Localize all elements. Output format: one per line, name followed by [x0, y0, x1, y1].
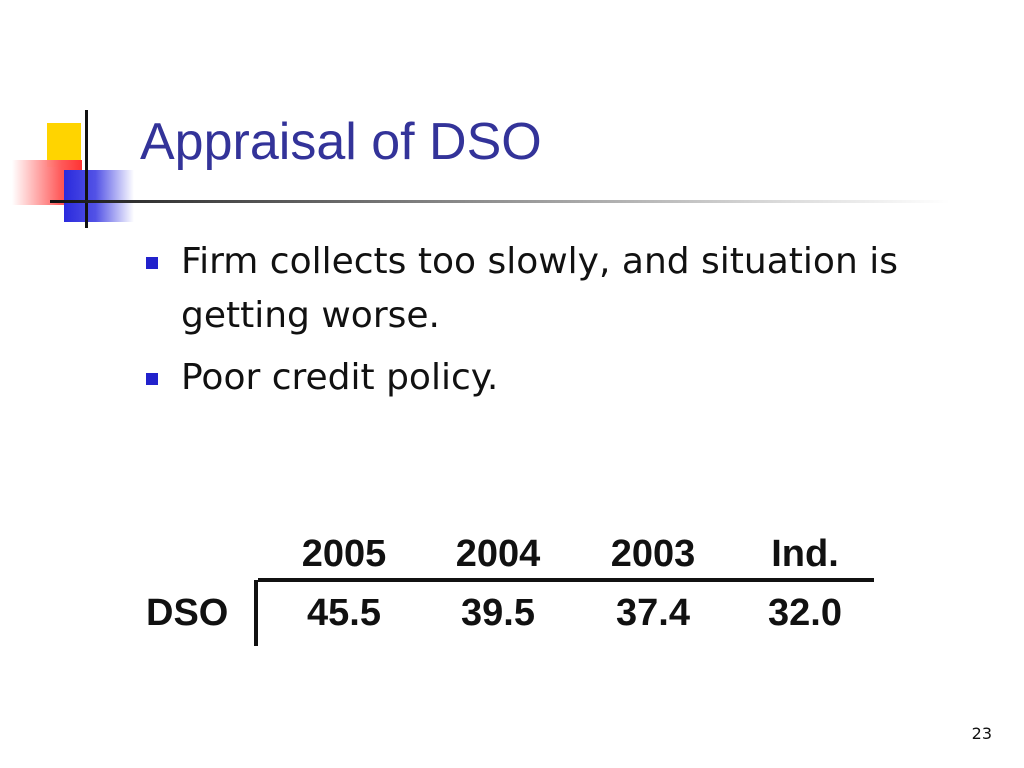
table-cell: 45.5 [307, 592, 381, 634]
table-header-rule [258, 578, 874, 582]
slide-number: 23 [971, 724, 992, 743]
table-header-cell: Ind. [771, 533, 839, 575]
slide-logo-decoration [0, 0, 140, 240]
bullet-item: Firm collects too slowly, and situation … [140, 235, 1000, 343]
bullet-square-icon [146, 373, 158, 385]
logo-vertical-line [85, 110, 88, 228]
bullet-list: Firm collects too slowly, and situation … [140, 235, 1000, 413]
bullet-square-icon [146, 257, 158, 269]
table-cell: 37.4 [616, 592, 690, 634]
table-header-cell: 2004 [455, 533, 541, 575]
table-header-cell: 2003 [610, 533, 696, 575]
table-cell: 32.0 [768, 592, 842, 634]
logo-yellow-square [47, 123, 81, 167]
table-cell: 39.5 [461, 592, 535, 634]
bullet-text: Poor credit policy. [181, 357, 499, 398]
logo-blue-square [64, 170, 134, 222]
table-header-cell: 2005 [301, 533, 387, 575]
bullet-item: Poor credit policy. [140, 351, 1000, 405]
bullet-text: Firm collects too slowly, and situation … [181, 241, 898, 336]
slide-title: Appraisal of DSO [140, 113, 542, 171]
table-row-label-rule [254, 580, 258, 646]
title-underline-divider [50, 200, 950, 203]
table-row-label: DSO [146, 592, 229, 634]
